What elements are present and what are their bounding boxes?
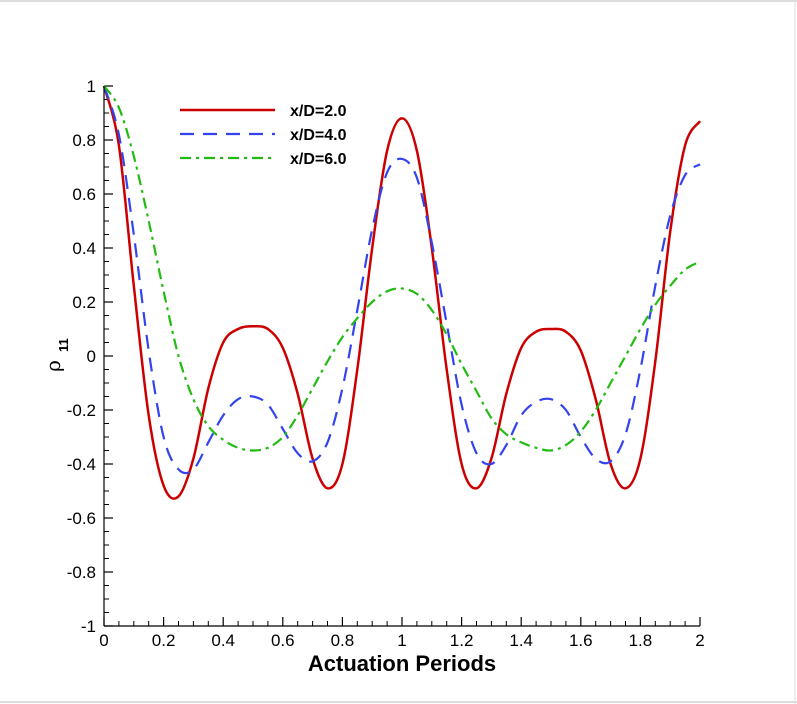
y-axis-title-main: ρ: [41, 360, 65, 372]
y-tick-label-1: -0.8: [67, 563, 96, 582]
x-tick-label-6: 1.2: [450, 631, 474, 650]
x-axis-title: Actuation Periods: [308, 651, 496, 676]
x-tick-label-0: 0: [99, 631, 108, 650]
x-tick-label-9: 1.8: [629, 631, 653, 650]
y-axis-title: ρ 11: [41, 338, 71, 372]
y-tick-label-10: 1: [87, 77, 96, 96]
y-tick-label-8: 0.6: [72, 185, 96, 204]
legend-label-2: x/D=6.0: [290, 151, 347, 168]
y-tick-label-6: 0.2: [72, 293, 96, 312]
x-tick-label-2: 0.4: [211, 631, 235, 650]
x-tick-label-3: 0.6: [271, 631, 295, 650]
series-line-2: [103, 85, 701, 452]
y-tick-label-0: -1: [81, 617, 96, 636]
ticks-layer: 0 0.2 0.4 0.6 0.8 1 1.2 1.4 1.6 1.8 2 -1 -0.8 -0.6 -0.…: [67, 77, 705, 650]
legend-label-0: x/D=2.0: [290, 103, 347, 120]
y-tick-label-5: 0: [87, 347, 96, 366]
y-tick-label-7: 0.4: [72, 239, 96, 258]
y-axis-title-sub: 11: [56, 338, 71, 352]
y-tick-label-9: 0.8: [72, 131, 96, 150]
x-tick-label-8: 1.6: [569, 631, 593, 650]
x-tick-label-5: 1: [397, 631, 406, 650]
y-tick-label-2: -0.6: [67, 509, 96, 528]
series-layer: [102, 85, 702, 500]
legend: x/D=2.0 x/D=4.0 x/D=6.0: [180, 103, 347, 168]
legend-label-1: x/D=4.0: [290, 127, 347, 144]
x-tick-label-1: 0.2: [152, 631, 176, 650]
x-tick-label-4: 0.8: [331, 631, 355, 650]
x-tick-label-10: 2: [695, 631, 704, 650]
series-line-0: [102, 85, 702, 500]
y-tick-label-4: -0.2: [67, 401, 96, 420]
x-tick-label-7: 1.4: [509, 631, 533, 650]
y-tick-label-3: -0.4: [67, 455, 96, 474]
series-line-1: [102, 85, 701, 475]
